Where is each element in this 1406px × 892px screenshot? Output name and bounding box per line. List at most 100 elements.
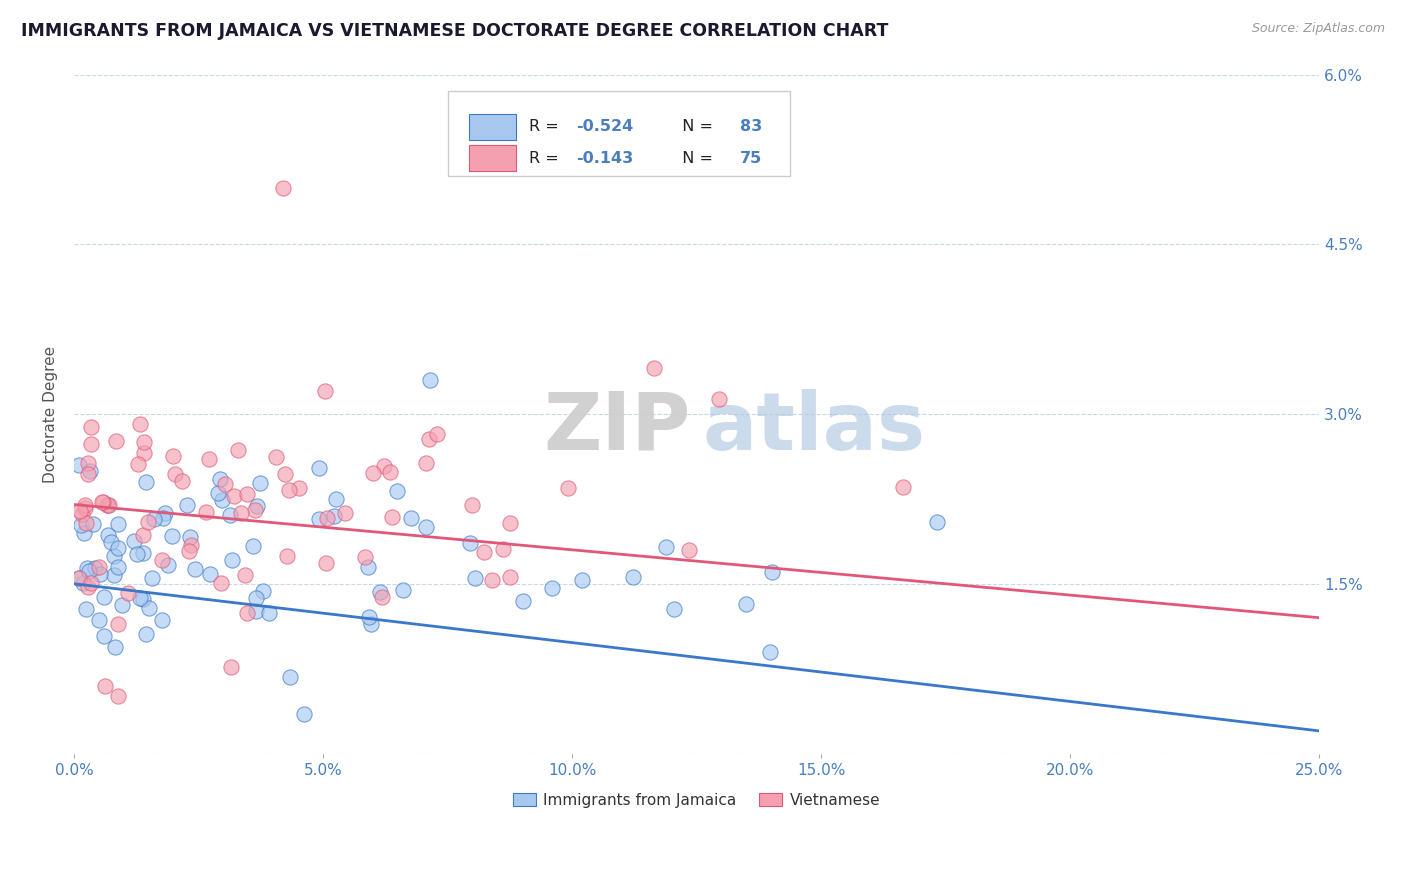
Point [280,670,302,684]
Point [103,567,125,582]
Point [373,458,395,473]
Point [107,560,129,574]
Point [67,458,90,473]
Point [107,517,129,532]
Point [245,605,267,619]
Point [134,435,156,450]
Point [481,573,503,587]
Point [129,417,152,431]
Point [399,510,422,524]
Point [236,607,259,621]
Point [472,545,495,559]
Point [67,571,90,585]
Point [315,511,337,525]
Point [219,508,242,523]
Point [415,520,437,534]
Point [177,544,200,558]
Point [662,601,685,615]
Point [132,445,155,459]
Point [541,581,564,595]
Point [127,547,149,561]
Point [152,511,174,525]
Point [80,437,103,451]
Point [643,361,665,376]
Point [105,434,128,449]
Point [97,498,120,512]
Point [100,535,122,549]
Point [75,602,97,616]
Point [222,489,245,503]
Point [104,640,127,654]
Point [135,475,157,489]
Point [122,534,145,549]
Point [419,373,441,387]
Point [492,542,515,557]
Point [97,528,120,542]
Point [70,517,93,532]
Point [292,706,315,721]
Point [198,452,221,467]
Point [245,591,267,605]
Point [79,464,101,478]
Point [69,504,91,518]
Text: R =: R = [529,151,564,166]
Point [678,542,700,557]
Point [512,594,534,608]
Point [315,556,337,570]
Point [75,516,97,530]
Point [136,515,159,529]
Point [228,442,250,457]
Y-axis label: Doctorate Degree: Doctorate Degree [44,345,58,483]
Point [385,483,408,498]
Point [180,538,202,552]
Point [761,566,783,580]
Point [381,509,404,524]
Point [89,560,111,574]
Point [209,472,232,486]
Point [91,495,114,509]
Point [314,384,336,398]
Text: IMMIGRANTS FROM JAMAICA VS VIETNAMESE DOCTORATE DEGREE CORRELATION CHART: IMMIGRANTS FROM JAMAICA VS VIETNAMESE DO… [21,22,889,40]
Point [117,586,139,600]
Point [111,598,134,612]
Point [135,627,157,641]
Point [371,590,394,604]
Point [77,467,100,481]
Point [176,499,198,513]
Point [138,600,160,615]
Point [458,536,481,550]
Text: 75: 75 [740,151,762,166]
Point [70,508,93,522]
Point [655,540,678,554]
Point [103,549,125,563]
Point [354,549,377,564]
Point [245,503,267,517]
Point [73,500,96,515]
Point [235,486,257,500]
Point [150,613,173,627]
Point [141,571,163,585]
Point [257,606,280,620]
Point [127,457,149,471]
Point [271,180,294,194]
Point [252,584,274,599]
Point [153,506,176,520]
Point [94,679,117,693]
Point [370,585,392,599]
Point [249,476,271,491]
Point [200,567,222,582]
Text: ZIP: ZIP [543,389,690,467]
Point [163,467,186,481]
Point [276,549,298,563]
Point [96,498,118,512]
Point [360,616,382,631]
Point [80,420,103,434]
Point [418,433,440,447]
Text: -0.524: -0.524 [576,120,633,135]
Point [89,566,111,581]
Point [308,512,330,526]
Point [72,525,94,540]
Point [361,466,384,480]
Point [72,575,94,590]
Point [233,568,256,582]
